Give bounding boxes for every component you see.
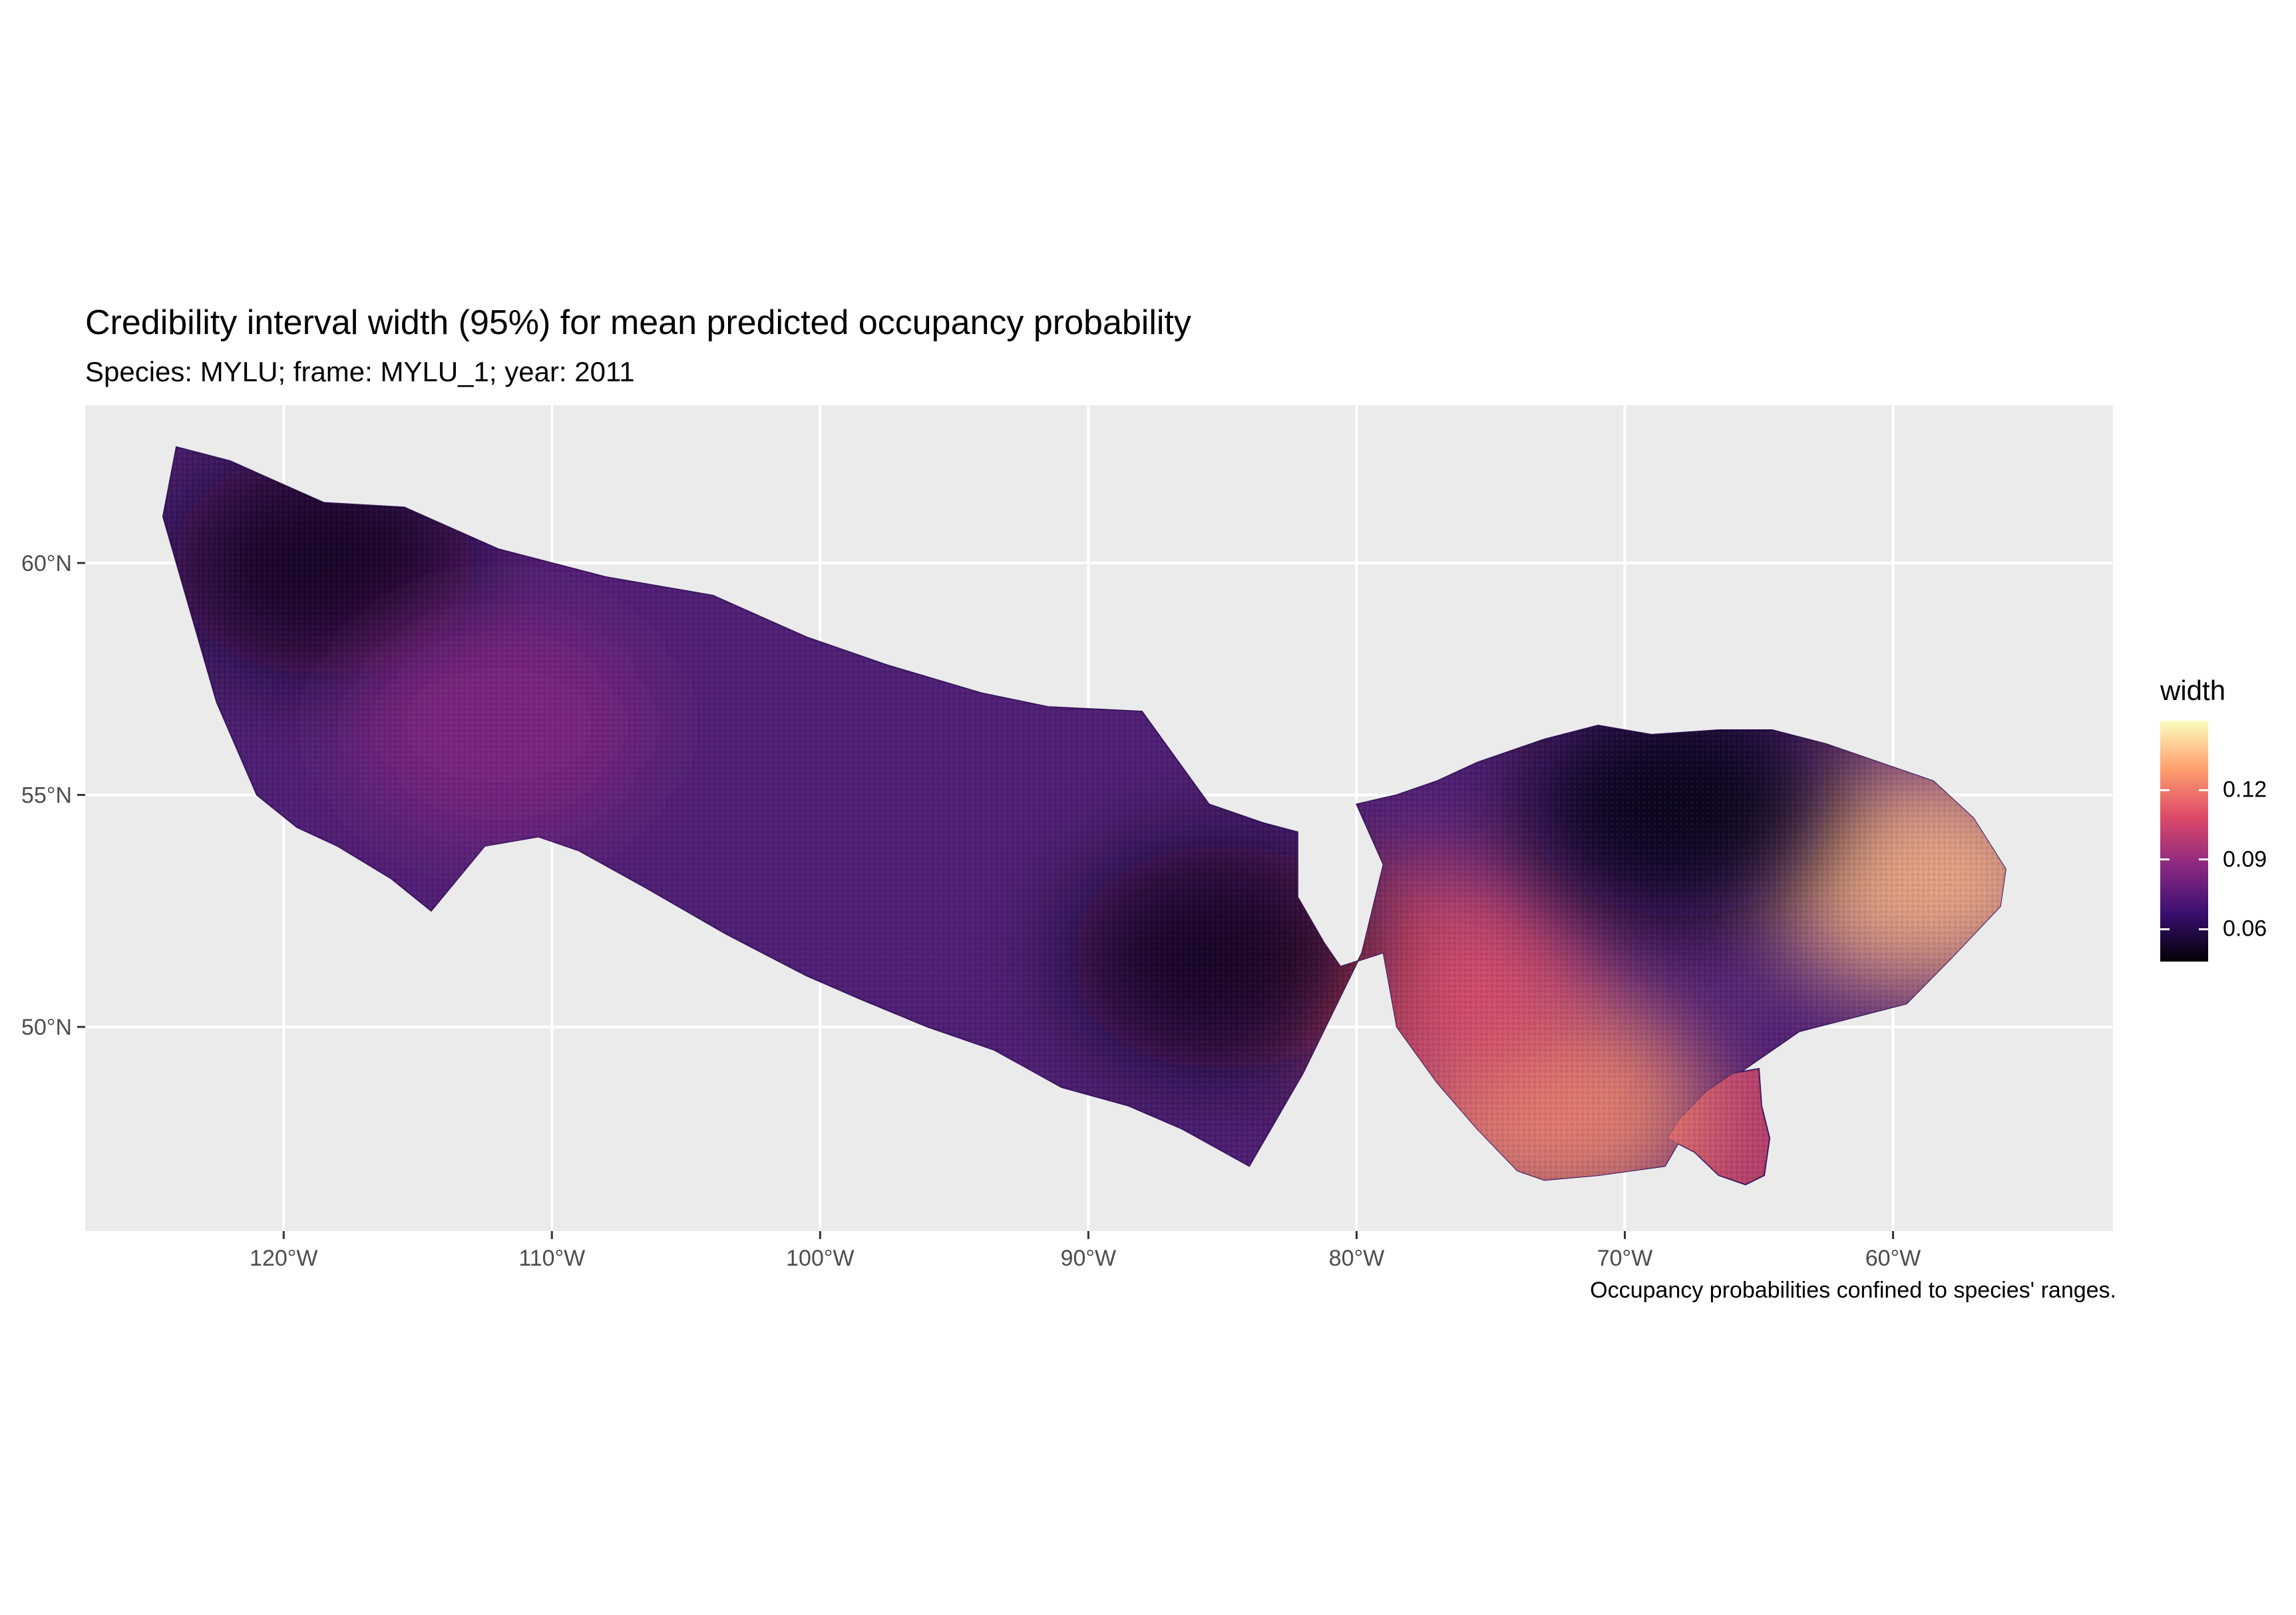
x-tick-label: 110°W <box>518 1246 585 1271</box>
map-subtitle: Species: MYLU; frame: MYLU_1; year: 2011 <box>85 356 635 387</box>
y-tick-label: 50°N <box>21 1015 72 1040</box>
legend-tick-label: 0.12 <box>2223 777 2267 803</box>
legend-tick-mark <box>2160 928 2170 930</box>
legend-tick-mark <box>2199 928 2208 930</box>
y-tick-label: 55°N <box>21 783 72 808</box>
x-tick-label: 60°W <box>1865 1246 1921 1271</box>
x-tick-label: 90°W <box>1061 1246 1117 1271</box>
map-caption: Occupancy probabilities confined to spec… <box>1590 1278 2116 1303</box>
legend-tick-mark <box>2199 789 2208 791</box>
legend-tick-mark <box>2160 789 2170 791</box>
y-tick-label: 60°N <box>21 551 72 576</box>
axes: 120°W 110°W 100°W 90°W 80°W 70°W 60°W 60°N 55°N 5… <box>21 551 1921 1271</box>
legend-title: width <box>2160 675 2226 706</box>
x-tick-label: 120°W <box>250 1246 317 1271</box>
legend-tick-label: 0.06 <box>2223 916 2267 942</box>
legend-tick-label: 0.09 <box>2223 846 2267 872</box>
x-tick-label: 70°W <box>1597 1246 1653 1271</box>
legend-colorbar <box>2160 721 2208 962</box>
legend-tick-mark <box>2199 858 2208 861</box>
x-tick-label: 100°W <box>786 1246 854 1271</box>
map-title: Credibility interval width (95%) for mea… <box>85 303 1191 342</box>
x-tick-label: 80°W <box>1329 1246 1385 1271</box>
legend-tick-mark <box>2160 858 2170 861</box>
